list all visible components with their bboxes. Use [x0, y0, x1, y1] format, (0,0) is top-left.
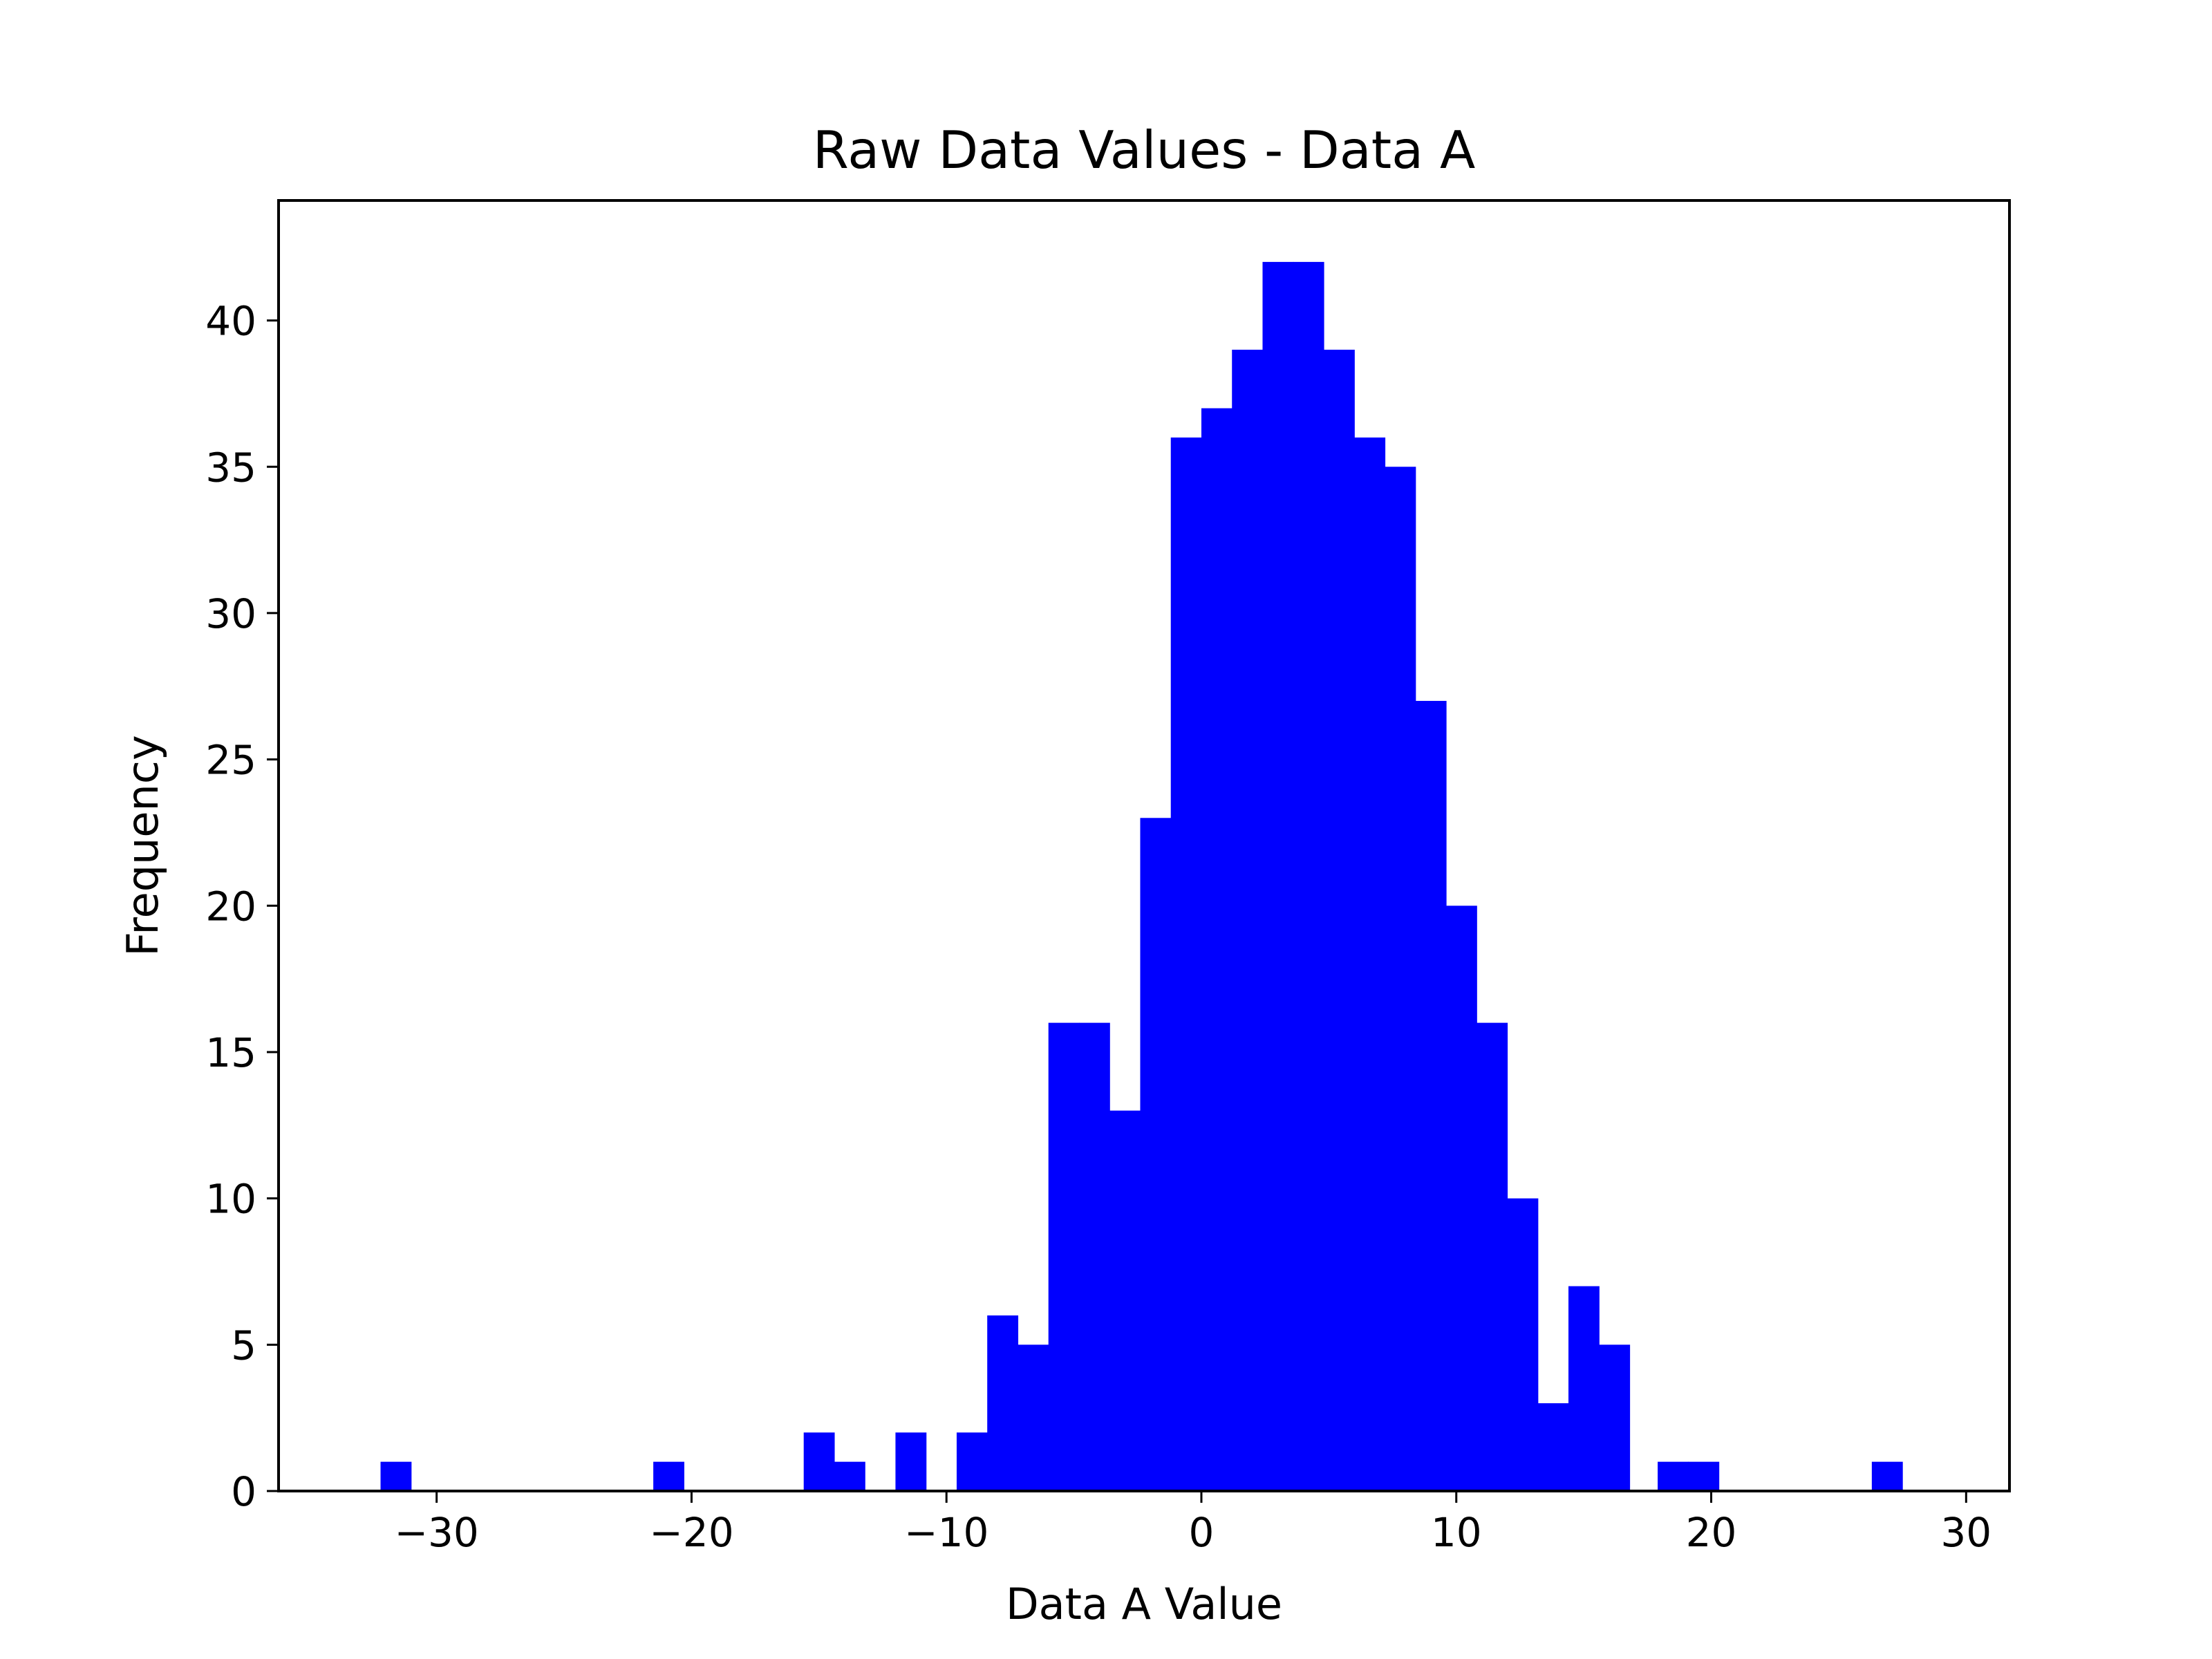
histogram-bar-29	[1871, 1461, 1903, 1491]
histogram-bar-19	[1385, 467, 1416, 1491]
x-tick-label: 10	[1431, 1509, 1482, 1556]
y-axis-ticks: 0 5 10 15 20 25 30 35 40	[205, 298, 279, 1515]
histogram-bar-10	[1109, 1110, 1141, 1491]
histogram-bar-7	[1018, 1344, 1049, 1491]
histogram-bars	[380, 261, 1903, 1492]
y-tick-label: 15	[205, 1029, 256, 1076]
histogram-bar-25	[1568, 1286, 1600, 1491]
histogram-bar-21	[1446, 906, 1477, 1491]
histogram-bar-3	[834, 1461, 865, 1491]
y-tick-label: 5	[231, 1322, 256, 1369]
x-tick-label: 30	[1940, 1509, 1991, 1556]
x-tick-label: 0	[1189, 1509, 1215, 1556]
plot-area-frame	[277, 199, 2011, 1492]
x-tick-label: −10	[904, 1509, 988, 1556]
histogram-bar-5	[956, 1432, 988, 1491]
x-axis-ticks: −30 −20 −10 0 10 20 30	[394, 1491, 1991, 1556]
histogram-bar-13	[1201, 408, 1232, 1491]
histogram-bar-6	[987, 1315, 1019, 1491]
y-tick-label: 0	[231, 1468, 256, 1515]
y-axis-label: Frequency	[118, 735, 168, 956]
y-tick-label: 10	[205, 1176, 256, 1223]
histogram-bar-14	[1232, 349, 1264, 1491]
histogram-bar-9	[1078, 1022, 1110, 1491]
y-tick-label: 25	[205, 737, 256, 784]
x-tick-label: −20	[649, 1509, 733, 1556]
histogram-bar-16	[1293, 261, 1324, 1491]
histogram-bar-22	[1477, 1022, 1508, 1491]
x-tick-label: 20	[1686, 1509, 1737, 1556]
y-tick-label: 35	[205, 444, 256, 491]
histogram-bar-12	[1170, 437, 1202, 1492]
histogram-bar-28	[1688, 1461, 1720, 1491]
y-tick-label: 20	[205, 883, 256, 930]
histogram-bar-1	[653, 1461, 684, 1491]
y-tick-label: 40	[205, 298, 256, 345]
histogram-bar-27	[1658, 1461, 1689, 1491]
histogram-bar-20	[1415, 700, 1447, 1492]
histogram-bar-2	[803, 1432, 835, 1491]
chart-title: Raw Data Values - Data A	[813, 120, 1476, 180]
x-axis-label: Data A Value	[1006, 1579, 1282, 1629]
y-tick-label: 30	[205, 590, 256, 637]
histogram-bar-26	[1599, 1344, 1631, 1491]
histogram-bar-18	[1354, 437, 1386, 1492]
histogram-bar-15	[1262, 261, 1294, 1491]
histogram-bar-24	[1537, 1403, 1569, 1491]
histogram-bar-17	[1323, 349, 1355, 1491]
histogram-bar-23	[1507, 1198, 1539, 1491]
histogram-bar-4	[895, 1432, 927, 1491]
histogram-bar-8	[1048, 1022, 1080, 1491]
histogram-bar-11	[1140, 818, 1172, 1491]
histogram-bar-0	[380, 1461, 412, 1491]
x-tick-label: −30	[394, 1509, 478, 1556]
